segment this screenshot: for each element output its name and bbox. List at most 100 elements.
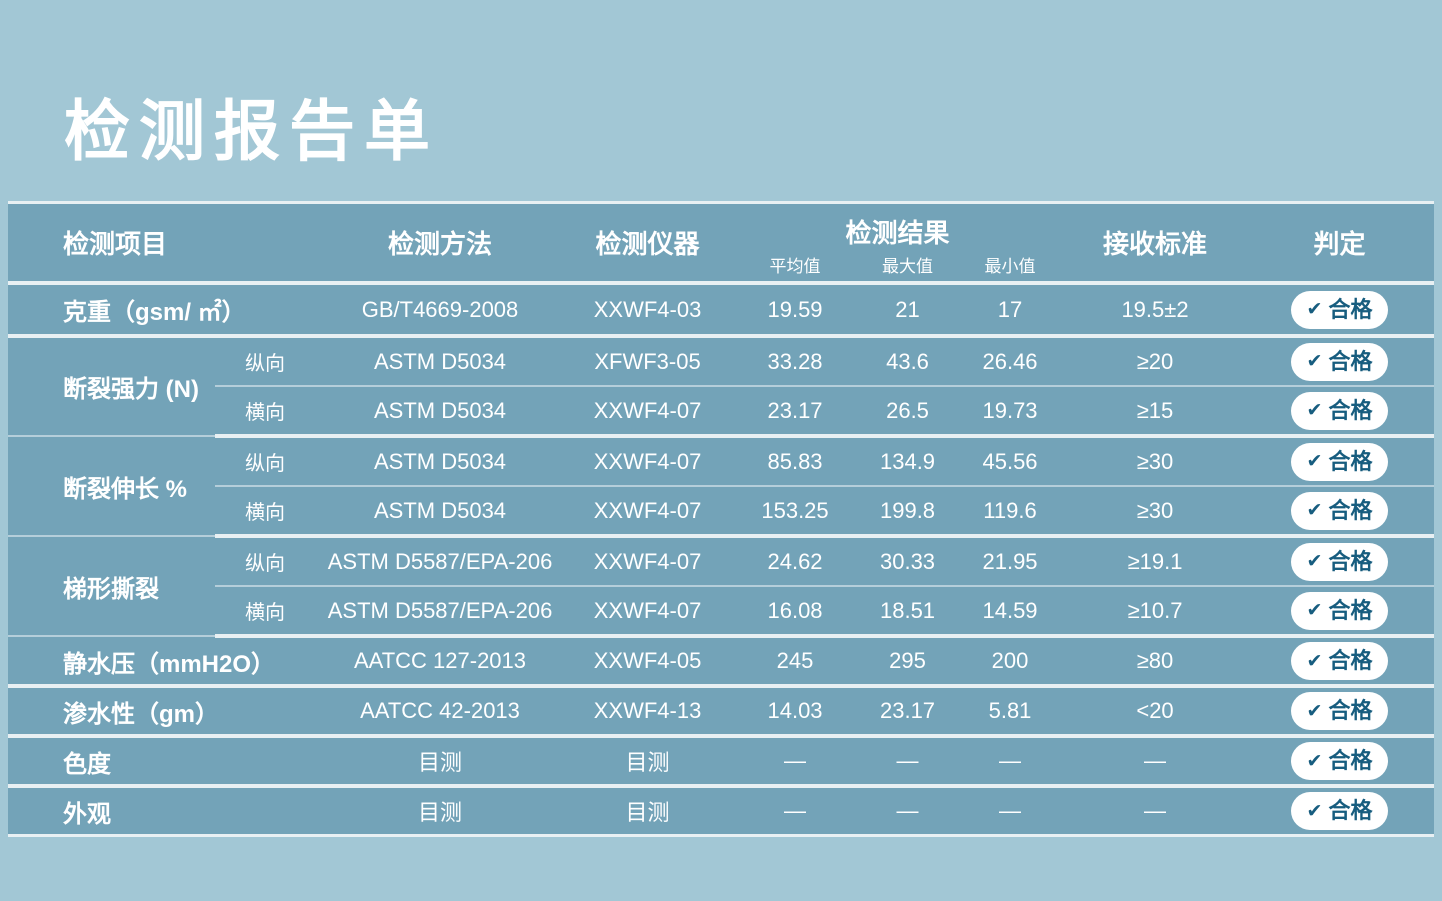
min-cell: 14.59 [955, 586, 1066, 638]
check-icon: ✔ [1306, 650, 1323, 672]
avg-cell: — [784, 798, 807, 823]
instrument-cell: XXWF4-03 [565, 283, 731, 338]
instrument-cell: XFWF3-05 [565, 336, 731, 387]
item-cell: 断裂强力 (N) [8, 336, 215, 437]
min-cell: 5.81 [955, 686, 1066, 738]
instrument-cell: XXWF4-07 [565, 586, 731, 638]
avg-cell: 19.59 [730, 283, 861, 338]
instrument-cell: 目测 [625, 800, 670, 825]
check-icon: ✔ [1306, 700, 1323, 722]
method-cell: 目测 [418, 800, 463, 825]
avg-cell: 85.83 [730, 436, 861, 487]
header-instrument: 检测仪器 [565, 202, 731, 285]
verdict-cell: ✔ 合格 [1245, 386, 1435, 438]
header-verdict: 判定 [1245, 202, 1435, 285]
avg-cell: — [730, 736, 861, 788]
method-cell: ASTM D5587/EPA-206 [315, 536, 566, 587]
instrument-cell: XXWF4-07 [565, 436, 731, 487]
verdict-cell: ✔ 合格 [1245, 536, 1435, 587]
min-cell: — [999, 798, 1022, 823]
max-cell: 295 [860, 636, 956, 688]
verdict-cell: ✔ 合格 [1245, 786, 1434, 836]
standard-cell: ≥10.7 [1065, 586, 1246, 638]
pass-label: 合格 [1328, 296, 1373, 322]
min-cell: — [955, 736, 1066, 788]
pass-badge: ✔ 合格 [1290, 591, 1389, 630]
pass-badge: ✔ 合格 [1290, 342, 1389, 381]
max-cell: — [860, 736, 956, 788]
table-row: 横向 ASTM D5034 XXWF4-07 23.17 26.5 19.73 … [8, 386, 1435, 438]
pass-label: 合格 [1328, 497, 1373, 523]
table-row: 克重（gsm/ ㎡） GB/T4669-2008 XXWF4-03 19.59 … [8, 283, 1435, 338]
pass-badge: ✔ 合格 [1290, 742, 1389, 780]
item-cell: 梯形撕裂 [8, 536, 215, 637]
check-icon: ✔ [1306, 299, 1323, 320]
avg-cell: 16.08 [730, 586, 861, 638]
max-cell: 30.33 [860, 536, 956, 587]
pass-label: 合格 [1328, 698, 1373, 723]
max-cell: 43.6 [860, 336, 956, 387]
table-row: 渗水性（gm） AATCC 42-2013 XXWF4-13 14.03 23.… [8, 686, 1435, 738]
standard-cell: ≥20 [1065, 336, 1246, 387]
standard-cell: ≥80 [1065, 636, 1246, 688]
verdict-cell: ✔ 合格 [1245, 283, 1435, 338]
method-cell: ASTM D5034 [315, 386, 566, 438]
direction-cell: 横向 [215, 586, 316, 638]
check-icon: ✔ [1306, 551, 1323, 572]
method-cell: AATCC 127-2013 [315, 636, 566, 688]
item-cell: 静水压（mmH2O） [8, 636, 316, 688]
max-cell: 134.9 [860, 436, 956, 487]
verdict-cell: ✔ 合格 [1245, 736, 1435, 788]
method-cell: ASTM D5034 [315, 486, 566, 538]
pass-label: 合格 [1328, 597, 1373, 623]
avg-cell: 153.25 [730, 486, 861, 538]
standard-cell: — [1065, 736, 1246, 788]
avg-cell: 33.28 [730, 336, 861, 387]
direction-cell: 纵向 [215, 536, 316, 587]
verdict-cell: ✔ 合格 [1245, 486, 1435, 538]
standard-cell: 19.5±2 [1065, 283, 1246, 338]
item-cell: 渗水性（gm） [8, 686, 316, 738]
min-cell: 21.95 [955, 536, 1066, 587]
pass-label: 合格 [1328, 748, 1373, 773]
direction-cell: 横向 [215, 486, 316, 538]
instrument-cell: 目测 [565, 736, 731, 788]
method-cell: ASTM D5034 [315, 336, 566, 387]
item-cell: 克重（gsm/ ㎡） [8, 283, 316, 338]
pass-badge: ✔ 合格 [1290, 491, 1389, 530]
min-cell: 17 [955, 283, 1066, 338]
table-row: 静水压（mmH2O） AATCC 127-2013 XXWF4-05 245 2… [8, 636, 1435, 688]
instrument-cell: XXWF4-07 [565, 486, 731, 538]
check-icon: ✔ [1306, 800, 1323, 822]
check-icon: ✔ [1306, 750, 1323, 772]
pass-label: 合格 [1328, 798, 1373, 823]
check-icon: ✔ [1306, 500, 1323, 521]
method-cell: 目测 [315, 736, 566, 788]
table-row: 断裂强力 (N) 纵向 ASTM D5034 XFWF3-05 33.28 43… [8, 336, 1435, 437]
header-item: 检测项目 [8, 202, 316, 285]
header-avg: 平均值 [730, 251, 861, 285]
max-cell: 21 [860, 283, 956, 338]
header-min: 最小值 [955, 251, 1066, 285]
pass-label: 合格 [1328, 548, 1373, 574]
table-header: 检测项目 检测方法 检测仪器 检测结果 接收标准 判定 平均值 最大值 最小值 [8, 202, 1435, 285]
check-icon: ✔ [1306, 600, 1323, 621]
instrument-cell: XXWF4-13 [565, 686, 731, 738]
max-cell: 26.5 [860, 386, 956, 438]
check-icon: ✔ [1306, 400, 1323, 421]
max-cell: 199.8 [860, 486, 956, 538]
standard-cell: ≥19.1 [1065, 536, 1246, 587]
header-method: 检测方法 [315, 202, 566, 285]
header-max: 最大值 [860, 251, 956, 285]
max-cell: 18.51 [860, 586, 956, 638]
standard-cell: ≥30 [1065, 486, 1246, 538]
direction-cell: 横向 [215, 386, 316, 438]
report-table: 检测项目 检测方法 检测仪器 检测结果 接收标准 判定 平均值 最大值 最小值 … [8, 201, 1435, 837]
method-cell: AATCC 42-2013 [315, 686, 566, 738]
min-cell: 119.6 [955, 486, 1066, 538]
pass-badge: ✔ 合格 [1290, 442, 1389, 481]
table-row: 横向 ASTM D5034 XXWF4-07 153.25 199.8 119.… [8, 486, 1435, 538]
page-title: 检测报告单 [64, 94, 439, 168]
item-cell: 外观 [63, 800, 111, 828]
pass-badge: ✔ 合格 [1290, 692, 1389, 730]
